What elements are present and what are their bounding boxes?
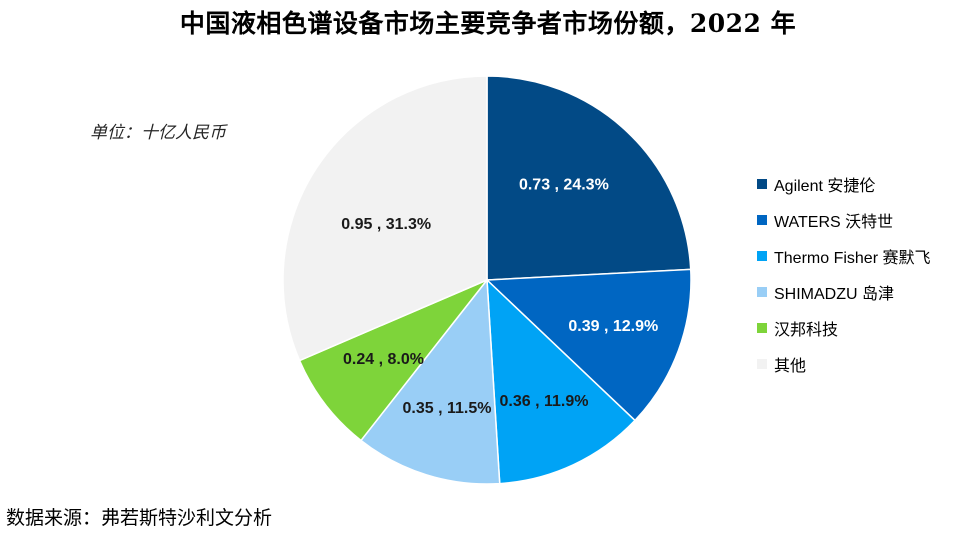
legend-swatch <box>757 179 767 189</box>
pie-slice <box>359 277 501 485</box>
legend-item: 其他 <box>757 346 930 382</box>
legend-label: 其他 <box>774 358 807 375</box>
legend-item: Thermo Fisher 赛默飞 <box>757 238 930 274</box>
source-note: 数据来源：弗若斯特沙利文分析 <box>6 507 273 529</box>
slice-data-label: 0.39 , 12.9% <box>568 318 658 335</box>
legend-label: Agilent 安捷伦 <box>774 178 876 195</box>
pie-slice <box>485 268 692 422</box>
pie-slice <box>298 279 488 442</box>
legend-swatch <box>757 251 767 261</box>
pie-slice <box>486 75 692 281</box>
legend-label: Thermo Fisher 赛默飞 <box>774 250 931 267</box>
legend-item: Agilent 安捷伦 <box>757 166 930 202</box>
slice-data-label: 0.35 , 11.5% <box>403 400 492 417</box>
legend-swatch <box>757 323 767 333</box>
unit-note: 单位：十亿人民币 <box>90 123 226 143</box>
slice-data-label: 0.95 , 31.3% <box>341 216 431 233</box>
legend-swatch <box>757 287 767 297</box>
chart-title: 中国液相色谱设备市场主要竞争者市场份额，2022 年 <box>179 9 797 38</box>
legend-item: WATERS 沃特世 <box>757 202 930 238</box>
legend-label: 汉邦科技 <box>774 322 839 339</box>
legend-item: 汉邦科技 <box>757 310 930 346</box>
slice-data-label: 0.36 , 11.9% <box>499 393 588 410</box>
slice-data-label: 0.24 , 8.0% <box>343 351 424 368</box>
legend-label: SHIMADZU 岛津 <box>774 286 895 303</box>
legend-swatch <box>757 215 767 225</box>
chart-legend: Agilent 安捷伦 WATERS 沃特世 Thermo Fisher 赛默飞 SH… <box>757 166 930 382</box>
legend-label: WATERS 沃特世 <box>774 214 894 231</box>
legend-swatch <box>757 359 767 369</box>
legend-item: SHIMADZU 岛津 <box>757 274 930 310</box>
pie-slice <box>486 278 637 485</box>
pie-slice <box>282 75 488 362</box>
slice-data-label: 0.73 , 24.3% <box>519 177 609 194</box>
